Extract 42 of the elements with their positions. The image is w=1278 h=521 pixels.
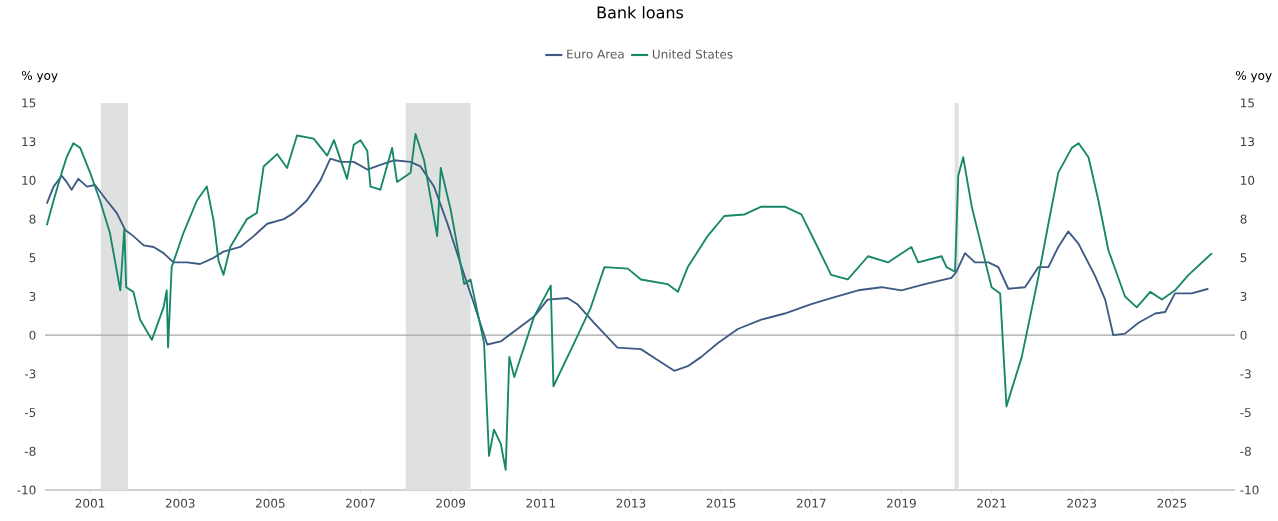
- x-tick-label: 2019: [887, 498, 916, 508]
- y2-tick-label: 5: [1240, 253, 1247, 263]
- x-tick-label: 2011: [526, 498, 555, 508]
- y2-tick-label: 10: [1241, 175, 1255, 185]
- y-tick-label: -5: [24, 408, 36, 418]
- y-tick-label: 3: [29, 291, 36, 302]
- x-tick-label: 2015: [706, 498, 736, 508]
- line-series: [45, 133, 1213, 471]
- y2-tick-label: -10: [1240, 485, 1259, 495]
- y-tick-label: 13: [22, 137, 36, 147]
- x-tick-label: 2005: [256, 498, 285, 508]
- x-tick-label: 2023: [1067, 498, 1097, 508]
- y2-tick-label: 13: [1241, 137, 1255, 147]
- y2-tick-label: 8: [1240, 214, 1247, 224]
- y-tick-label: 5: [29, 253, 36, 263]
- legend-label: United States: [652, 49, 733, 59]
- line-series: [45, 157, 1210, 372]
- x-tick-label: 2013: [616, 498, 646, 508]
- x-tick-label: 2003: [165, 498, 195, 508]
- y-tick-label: 8: [29, 214, 36, 224]
- y2-tick-label: 15: [1241, 98, 1254, 108]
- y-tick-label: -10: [17, 485, 36, 495]
- y-tick-label: -8: [24, 446, 36, 456]
- y-tick-label: 10: [22, 175, 36, 185]
- x-tick-label: 2009: [436, 498, 466, 508]
- x-tick-label: 2021: [977, 498, 1006, 508]
- y-tick-label: 15: [22, 98, 36, 108]
- y2-tick-label: 3: [1240, 291, 1247, 302]
- y-tick-label: 0: [29, 330, 36, 340]
- x-tick-label: 2017: [796, 498, 826, 508]
- y2-axis-title: % yoy: [1235, 70, 1272, 83]
- y2-tick-label: -8: [1240, 446, 1251, 456]
- y2-tick-label: -5: [1240, 408, 1251, 418]
- y-tick-label: -3: [24, 369, 36, 379]
- x-tick-label: 2007: [346, 498, 375, 508]
- y2-tick-label: 0: [1240, 330, 1247, 340]
- y-axis-title: % yoy: [21, 70, 58, 83]
- x-tick-label: 2025: [1157, 498, 1187, 508]
- chart-title: Bank loans: [597, 6, 684, 19]
- x-tick-label: 2001: [75, 498, 105, 508]
- y2-tick-label: -3: [1240, 369, 1251, 379]
- legend-label: Euro Area: [567, 49, 624, 59]
